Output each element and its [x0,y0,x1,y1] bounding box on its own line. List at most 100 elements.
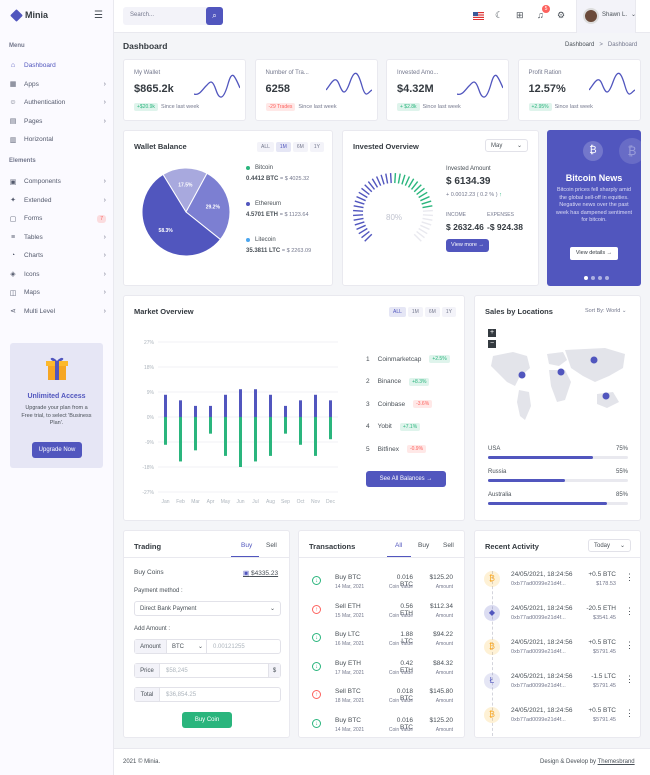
sidebar-item-extended[interactable]: ✦ Extended › [9,194,106,207]
carousel-dot[interactable] [584,276,588,280]
bar-positive[interactable] [299,400,302,417]
market-list-item[interactable]: 2 Binance +8.3% [366,377,430,386]
sidebar-item-apps[interactable]: ▦ Apps › [9,78,106,91]
bar-negative[interactable] [329,417,332,440]
bar-negative[interactable] [269,417,272,456]
bar-positive[interactable] [164,394,167,417]
bar-positive[interactable] [209,405,212,417]
tab-all[interactable]: ALL [389,307,406,317]
carousel-dot[interactable] [605,276,609,280]
bar-positive[interactable] [239,389,242,417]
view-details-button[interactable]: View details → [570,247,618,260]
tab-6m[interactable]: 6M [292,142,308,152]
sidebar-item-horizontal[interactable]: ▥ Horizontal [9,133,106,146]
sort-by-dropdown[interactable]: Sort By: World ⌄ [585,308,627,314]
tab-1m[interactable]: 1M [407,307,423,317]
tab-sell[interactable]: Sell [266,542,277,549]
bar-positive[interactable] [179,400,182,417]
month-select[interactable]: May ⌄ [485,139,528,152]
bar-negative[interactable] [299,417,302,445]
carousel-dot[interactable] [598,276,602,280]
tab-all[interactable]: All [395,542,403,549]
apps-grid-icon[interactable]: ⊞ [516,10,524,20]
transaction-row[interactable]: ↑ Sell BTC 18 Mar, 2021 0.018 BTC Coin V… [299,686,464,712]
bar-negative[interactable] [179,417,182,462]
bell-icon[interactable]: ♫ [537,10,544,20]
sidebar-item-icons[interactable]: ◈ Icons › [9,268,106,281]
breadcrumb-link[interactable]: Dashboard [565,42,595,48]
payment-method-select[interactable]: Direct Bank Payment ⌄ [134,601,281,616]
transaction-row[interactable]: ↑ Sell ETH 15 Mar, 2021 0.56 ETH Coin Va… [299,601,464,627]
sidebar-item-maps[interactable]: ◫ Maps › [9,286,106,299]
tab-1y[interactable]: 1Y [441,307,456,317]
period-select[interactable]: Today ⌄ [588,539,631,552]
more-vertical-icon[interactable]: ⋮ [625,640,634,650]
tab-buy[interactable]: Buy [241,542,253,549]
sidebar-item-charts[interactable]: ◔ Charts › [9,249,106,262]
carousel-indicators[interactable] [584,276,609,280]
bar-positive[interactable] [254,389,257,417]
see-all-balances-button[interactable]: See All Balances → [366,471,446,487]
bar-negative[interactable] [284,417,287,434]
market-list-item[interactable]: 1 Coinmarketcap +2.5% [366,355,450,363]
tab-sell[interactable]: Sell [443,542,454,549]
bar-positive[interactable] [194,405,197,417]
pie-slice[interactable] [141,173,222,257]
transaction-row[interactable]: ↓ Buy BTC 14 Mar, 2021 0.016 BTC Coin Va… [299,572,464,598]
bar-positive[interactable] [329,400,332,417]
user-dropdown[interactable]: Shawn L. ⌄ [576,0,636,33]
tab-all[interactable]: ALL [257,142,274,152]
sidebar-item-multi-level[interactable]: ⋖ Multi Level › [9,305,106,318]
market-list-item[interactable]: 4 Yobit +7.1% [366,422,421,431]
sidebar-item-pages[interactable]: ▤ Pages › [9,115,106,128]
upgrade-button[interactable]: Upgrade Now [32,442,82,458]
bar-positive[interactable] [224,394,227,417]
view-more-button[interactable]: View more → [446,239,489,252]
coin-select[interactable]: BTC ⌄ [167,640,207,653]
more-vertical-icon[interactable]: ⋮ [625,606,634,616]
tab-1m[interactable]: 1M [275,142,291,152]
more-vertical-icon[interactable]: ⋮ [625,674,634,684]
amount-input[interactable]: 0.00121255 [213,643,245,650]
buy-coin-button[interactable]: Buy Coin [182,712,232,728]
pie-slice[interactable] [185,172,231,241]
sidebar-item-dashboard[interactable]: ⌂ Dashboard [9,59,106,72]
transaction-row[interactable]: ↓ Buy LTC 16 Mar, 2021 1.88 LTC Coin Val… [299,629,464,655]
zoom-out-icon[interactable]: − [488,340,496,348]
bar-negative[interactable] [254,417,257,462]
market-list-item[interactable]: 3 Coinbase -3.6% [366,400,433,408]
pie-slice[interactable] [162,167,208,213]
bar-negative[interactable] [239,417,242,467]
more-vertical-icon[interactable]: ⋮ [625,708,634,718]
tab-1y[interactable]: 1Y [309,142,324,152]
zoom-in-icon[interactable]: + [488,329,496,337]
bar-positive[interactable] [284,405,287,417]
bar-positive[interactable] [314,394,317,417]
sidebar-item-forms[interactable]: ▢ Forms 7 [9,212,106,225]
sidebar-item-tables[interactable]: ≡ Tables › [9,231,106,244]
transaction-row[interactable]: ↓ Buy ETH 17 Mar, 2021 0.42 ETH Coin Val… [299,658,464,684]
bar-negative[interactable] [164,417,167,445]
carousel-dot[interactable] [591,276,595,280]
search-input[interactable]: Search... [123,7,223,25]
sidebar-item-components[interactable]: ▣ Components › [9,175,106,188]
search-button[interactable]: ⌕ [206,7,223,25]
moon-icon[interactable]: ☾ [495,10,504,20]
bar-negative[interactable] [209,417,212,434]
bar-positive[interactable] [269,394,272,417]
footer-credit-link[interactable]: Themesbrand [597,759,635,765]
brand-logo[interactable]: Minia [10,8,48,22]
more-vertical-icon[interactable]: ⋮ [625,572,634,582]
bar-negative[interactable] [314,417,317,456]
tab-buy[interactable]: Buy [418,542,430,549]
sidebar-item-authentication[interactable]: ☺ Authentication › [9,96,106,109]
price-input[interactable]: $58,245 [166,667,188,674]
tab-6m[interactable]: 6M [424,307,440,317]
bar-negative[interactable] [224,417,227,456]
total-input[interactable]: $36,854.25 [166,691,197,698]
menu-toggle-icon[interactable]: ☰ [94,10,103,21]
us-flag-icon[interactable] [473,12,484,20]
bar-negative[interactable] [194,417,197,451]
settings-gear-icon[interactable]: ⚙ [557,10,566,20]
transaction-row[interactable]: ↓ Buy BTC 14 Mar, 2021 0.016 BTC Coin Va… [299,715,464,738]
